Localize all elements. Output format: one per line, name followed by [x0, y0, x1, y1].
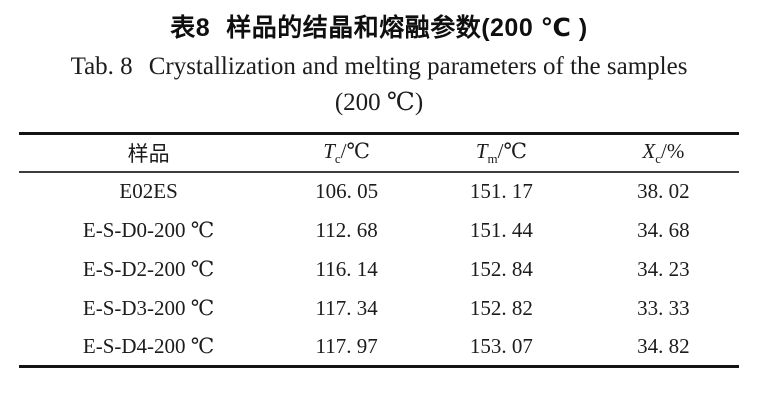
tm-subscript: m	[487, 150, 498, 166]
tm-value-cell: 151. 17	[469, 179, 533, 203]
tm-symbol: T	[475, 138, 488, 163]
xc-unit: /%	[661, 138, 685, 163]
table-title-chinese-text: 样品的结晶和熔融参数(200 ℃ )	[226, 14, 588, 42]
sample-cell: E-S-D3-200 ℃	[82, 295, 215, 320]
column-header-sample: 样品	[19, 133, 279, 173]
sample-cell: E-S-D2-200 ℃	[82, 256, 215, 281]
table-title-english-text: Crystallization and melting parameters o…	[148, 53, 688, 80]
table-body: E02ES 106. 05 151. 17 38. 02 E-S-D0-200 …	[19, 172, 739, 367]
table-number-chinese: 表8	[170, 14, 211, 42]
tc-value-cell: 117. 97	[315, 333, 378, 358]
table-title-chinese: 表8 样品的结晶和熔融参数(200 ℃ )	[0, 10, 758, 46]
tc-symbol: T	[323, 138, 335, 163]
tm-value-cell: 153. 07	[469, 333, 533, 358]
header-row: 样品 Tc/℃ Tm/℃ Xc/%	[19, 133, 739, 173]
tc-value-cell: 106. 05	[315, 179, 379, 203]
table-header: 样品 Tc/℃ Tm/℃ Xc/%	[19, 133, 739, 173]
tc-unit: /℃	[340, 138, 370, 163]
xc-subscript: c	[655, 150, 662, 166]
tm-value-cell: 152. 82	[469, 295, 533, 320]
xc-symbol: X	[642, 138, 656, 163]
table-row: E-S-D3-200 ℃ 117. 34 152. 82 33. 33	[19, 289, 739, 328]
xc-value-cell: 33. 33	[637, 295, 690, 320]
column-header-tc: Tc/℃	[278, 133, 415, 173]
table-number-english: Tab. 8	[70, 53, 133, 80]
tm-value-cell: 152. 84	[469, 256, 533, 281]
table-row: E-S-D4-200 ℃ 117. 97 153. 07 34. 82	[19, 328, 739, 367]
sample-cell: E02ES	[119, 179, 178, 203]
table-row: E-S-D2-200 ℃ 116. 14 152. 84 34. 23	[19, 250, 739, 289]
column-header-xc: Xc/%	[587, 133, 739, 173]
xc-value-cell: 34. 82	[637, 333, 690, 358]
parameters-table: 样品 Tc/℃ Tm/℃ Xc/% E02ES 106. 05 151. 17 …	[19, 132, 739, 368]
tc-value-cell: 112. 68	[315, 217, 378, 242]
table-row: E-S-D0-200 ℃ 112. 68 151. 44 34. 68	[19, 211, 739, 250]
sample-cell: E-S-D0-200 ℃	[82, 217, 215, 242]
table-row: E02ES 106. 05 151. 17 38. 02	[19, 172, 739, 211]
table-title-condition: (200 ℃)	[334, 89, 424, 116]
tc-value-cell: 117. 34	[315, 295, 378, 320]
xc-value-cell: 34. 68	[637, 217, 690, 242]
xc-value-cell: 38. 02	[637, 179, 690, 203]
tm-unit: /℃	[497, 138, 527, 163]
sample-cell: E-S-D4-200 ℃	[82, 333, 215, 358]
tm-value-cell: 151. 44	[469, 217, 533, 242]
column-header-tm: Tm/℃	[414, 133, 588, 173]
xc-value-cell: 34. 23	[637, 256, 690, 281]
tc-subscript: c	[334, 150, 341, 166]
table-title-english: Tab. 8 Crystallization and melting parame…	[0, 49, 758, 85]
tc-value-cell: 116. 14	[315, 256, 378, 281]
